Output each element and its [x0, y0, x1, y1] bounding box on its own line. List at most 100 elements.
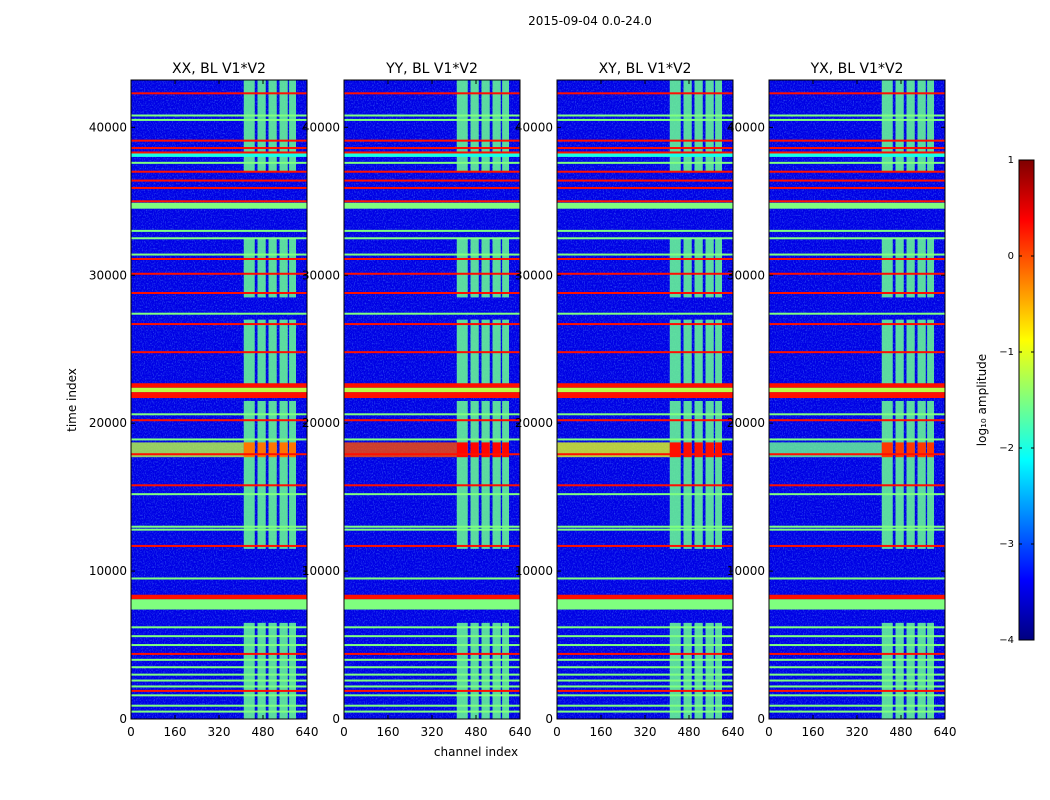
flagged-row	[769, 229, 945, 232]
flagged-row	[344, 413, 520, 416]
panel-title: XX, BL V1*V2	[172, 61, 266, 77]
flagged-row	[131, 312, 307, 315]
flagged-row	[344, 493, 520, 496]
flagged-row	[557, 710, 733, 713]
flagged-row	[769, 685, 945, 688]
y-tick-label: 30000	[515, 268, 553, 282]
flagged-row	[344, 257, 520, 260]
panel-yy: YY, BL V1*V2 0 160 320 480 640 0 10000 20000 3000…	[302, 61, 532, 739]
rfi-block	[895, 400, 904, 549]
flagged-row	[131, 351, 307, 354]
x-tick-label: 160	[164, 725, 187, 739]
strong-band-block	[881, 442, 893, 458]
strong-band-block	[243, 442, 255, 458]
flagged-row	[557, 253, 733, 256]
rfi-block	[243, 238, 255, 298]
flagged-row	[769, 453, 945, 456]
flagged-row	[769, 544, 945, 547]
flagged-row	[344, 694, 520, 697]
flagged-row	[769, 635, 945, 638]
flagged-row	[344, 179, 520, 182]
x-tick-label: 160	[802, 725, 825, 739]
flagged-row	[557, 685, 733, 688]
rfi-block	[895, 238, 904, 298]
flagged-band	[769, 202, 945, 209]
colorbar-gradient	[1018, 159, 1035, 641]
flagged-band	[344, 383, 520, 388]
rfi-block	[502, 400, 509, 549]
flagged-band	[769, 392, 945, 399]
rfi-block	[705, 622, 714, 719]
rfi-block	[906, 238, 915, 298]
flagged-row	[344, 673, 520, 676]
strong-band-block	[927, 442, 934, 458]
flagged-row	[769, 484, 945, 487]
rfi-block	[492, 80, 501, 172]
flagged-row	[769, 652, 945, 655]
flagged-row	[131, 544, 307, 547]
strong-band-block	[683, 442, 692, 458]
flagged-row	[131, 257, 307, 260]
flagged-row	[769, 139, 945, 142]
rfi-block	[917, 80, 926, 172]
heatmap-image	[131, 80, 307, 719]
flagged-row	[131, 694, 307, 697]
strong-band-block	[470, 442, 479, 458]
strong-band-block	[492, 442, 501, 458]
flagged-row	[557, 689, 733, 692]
strong-band-block	[456, 442, 468, 458]
flagged-band	[131, 599, 307, 610]
colorbar-tick-label: −3	[999, 539, 1014, 550]
panel-xx: XX, BL V1*V2 0 160 320 480 640 0 10000 20000 3000…	[89, 61, 319, 739]
rfi-block	[906, 80, 915, 172]
flagged-row	[557, 257, 733, 260]
strong-band-block	[694, 442, 703, 458]
x-tick-label: 320	[634, 725, 657, 739]
flagged-row	[557, 673, 733, 676]
heatmap-noise	[769, 80, 945, 719]
rfi-block	[289, 400, 296, 549]
y-tick-label: 10000	[515, 564, 553, 578]
rfi-block	[456, 238, 468, 298]
flagged-row	[131, 528, 307, 531]
rfi-block	[927, 622, 934, 719]
flagged-row	[769, 151, 945, 154]
flagged-row	[344, 626, 520, 629]
flagged-row	[769, 644, 945, 647]
x-tick-label: 0	[127, 725, 135, 739]
rfi-block	[683, 80, 692, 172]
flagged-row	[131, 272, 307, 275]
y-tick-label: 0	[332, 712, 340, 726]
strong-band-block	[895, 442, 904, 458]
rfi-block	[243, 80, 255, 172]
flagged-row	[344, 635, 520, 638]
rfi-block	[243, 400, 255, 549]
strong-band-block	[289, 442, 296, 458]
flagged-row	[344, 312, 520, 315]
flagged-band	[769, 594, 945, 600]
flagged-row	[344, 704, 520, 707]
flagged-row	[769, 292, 945, 294]
flagged-row	[344, 237, 520, 240]
flagged-row	[344, 351, 520, 354]
flagged-row	[131, 493, 307, 496]
flagged-row	[769, 323, 945, 326]
x-tick-label: 640	[296, 725, 319, 739]
rfi-block	[881, 622, 893, 719]
y-tick-label: 40000	[727, 120, 765, 134]
rfi-block	[279, 622, 288, 719]
flagged-band	[557, 202, 733, 209]
panel-title: YX, BL V1*V2	[810, 61, 904, 77]
x-tick-label: 480	[890, 725, 913, 739]
rfi-block	[895, 80, 904, 172]
flagged-row	[769, 114, 945, 117]
rfi-block	[927, 238, 934, 298]
flagged-row	[769, 704, 945, 707]
flagged-row	[557, 118, 733, 121]
flagged-row	[557, 652, 733, 655]
rfi-block	[456, 80, 468, 172]
flagged-row	[344, 323, 520, 326]
flagged-row	[557, 179, 733, 182]
flagged-row	[769, 666, 945, 669]
flagged-row	[344, 114, 520, 117]
